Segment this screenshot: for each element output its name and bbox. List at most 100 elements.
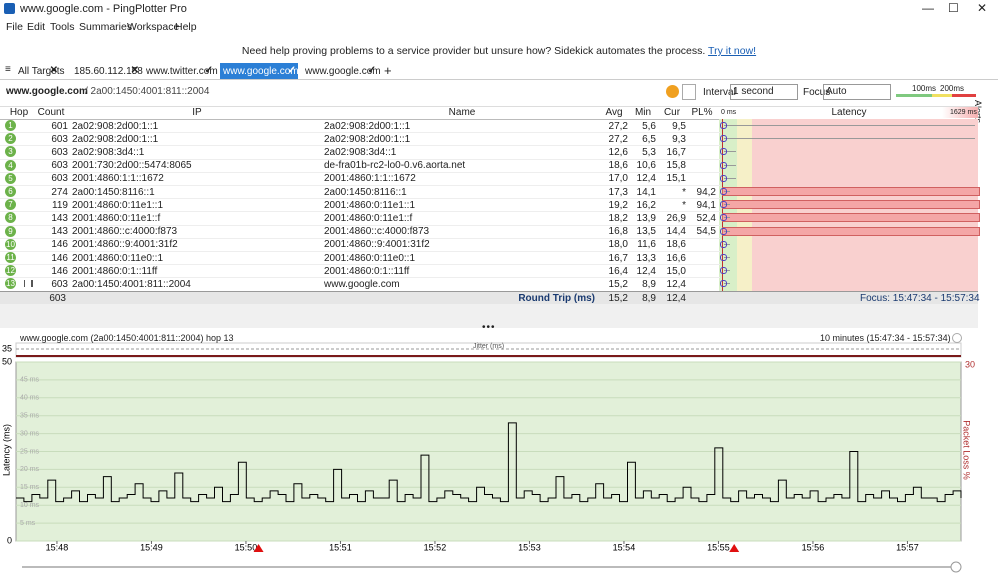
y-tick-label: 50 <box>2 356 12 366</box>
loss-bar <box>722 213 980 223</box>
latency-marker <box>720 188 727 195</box>
latency-marker <box>720 254 727 261</box>
cell-count: 146 <box>51 252 68 264</box>
cell-cur: 16,7 <box>666 146 686 158</box>
menu-item[interactable]: Summaries <box>79 21 133 33</box>
footer-count: 603 <box>49 293 66 304</box>
cell-count: 274 <box>51 186 68 198</box>
row-line <box>0 198 720 200</box>
focus-select[interactable]: Auto <box>823 84 891 100</box>
cell-ip: 2a00:1450:4001:811::2004 <box>72 278 191 290</box>
tab[interactable]: www.google.com ✓ <box>302 63 381 79</box>
x-tick-label: 15:51 <box>329 542 352 552</box>
range-button[interactable] <box>952 333 962 343</box>
column-header[interactable]: IP <box>192 107 202 118</box>
splitter[interactable]: ••• <box>482 322 496 333</box>
menu-item[interactable]: Tools <box>50 21 75 33</box>
cell-name: 2001:4860::c:4000:f873 <box>324 226 430 238</box>
row-line <box>0 185 720 186</box>
column-header[interactable]: Min <box>634 107 652 118</box>
add-tab[interactable]: + <box>384 63 392 78</box>
cell-avg: 18,0 <box>608 239 628 251</box>
y2-axis-title: Packet Loss % <box>962 420 972 480</box>
cell-min: 10,6 <box>636 160 656 172</box>
column-header[interactable]: Count <box>37 107 65 118</box>
tab-icon[interactable]: ✓ <box>204 65 213 76</box>
tab[interactable]: www.twitter.com ✓ <box>143 63 218 79</box>
cell-avg: 16,7 <box>608 252 628 264</box>
latency-marker <box>720 135 727 143</box>
pause-button[interactable] <box>666 85 679 98</box>
interval-select[interactable]: 1 second <box>730 84 798 100</box>
y-tick-label: 20 ms <box>20 466 40 473</box>
column-header[interactable]: Avg <box>605 107 623 118</box>
latency-whisker <box>724 283 730 285</box>
latency-whisker <box>724 191 730 192</box>
cell-count: 119 <box>52 199 68 211</box>
scrollbar-thumb[interactable] <box>950 561 962 573</box>
cell-avg: 16,4 <box>608 265 628 277</box>
latency-marker <box>720 161 727 169</box>
latency-whisker <box>724 257 730 258</box>
cell-min: 6,5 <box>642 133 656 145</box>
hop-badge: 1 <box>5 120 16 131</box>
column-header[interactable]: PL% <box>691 107 713 118</box>
cell-name: 2a02:908:2d00:1::1 <box>324 120 411 132</box>
dropdown-button[interactable] <box>682 84 696 100</box>
loss-marker <box>729 544 740 552</box>
tab[interactable]: 185.60.112.158 ✕ <box>71 63 143 79</box>
x-tick-label: 15:55 <box>707 542 730 552</box>
tab-icon[interactable]: ✕ <box>130 65 139 76</box>
hop-badge: 9 <box>5 225 16 237</box>
latency-whisker <box>724 125 975 126</box>
menu-item[interactable]: Workspace <box>127 21 180 33</box>
menu-item[interactable]: Help <box>175 21 197 33</box>
hop-badge: 11 <box>5 252 16 263</box>
x-tick-label: 15:52 <box>424 542 447 552</box>
menu-item[interactable]: Edit <box>27 21 46 33</box>
row-line <box>0 277 720 279</box>
legend-label: 200ms <box>940 84 965 93</box>
x-tick-label: 15:57 <box>896 542 919 552</box>
cell-ip: 2a00:1450:8116::1 <box>72 186 155 198</box>
column-header[interactable]: Hop <box>9 107 29 118</box>
hop-badge: 4 <box>5 159 16 171</box>
column-header[interactable]: Latency <box>831 107 867 118</box>
latency-min: 0 ms <box>721 109 737 116</box>
column-header[interactable]: Cur <box>663 107 681 118</box>
tab-icon[interactable]: ✓ <box>367 65 376 76</box>
cell-avg: 17,0 <box>608 173 628 185</box>
cell-name: www.google.com <box>324 278 400 290</box>
window-control[interactable]: ☐ <box>948 1 959 15</box>
tab-icon[interactable]: ✓ <box>287 65 296 76</box>
cell-cur: 12,4 <box>666 278 686 290</box>
window-control[interactable]: ✕ <box>977 1 988 15</box>
row-line <box>0 251 720 252</box>
tab[interactable]: All Targets ✕ ≡ <box>4 63 65 79</box>
cell-cur: 9,3 <box>672 133 686 145</box>
tab-label: www.google.com <box>223 66 299 77</box>
cell-min: 12,4 <box>636 265 656 277</box>
cell-name: 2a02:908:2d00:1::1 <box>324 133 411 145</box>
banner-link[interactable]: Try it now! <box>708 45 757 57</box>
cell-avg: 12,6 <box>608 146 628 158</box>
tab-icon[interactable]: ✕ <box>49 65 58 76</box>
column-header[interactable]: Name <box>448 107 476 118</box>
cell-min: 13,9 <box>636 212 656 224</box>
cell-min: 16,2 <box>636 199 656 211</box>
menu-item[interactable]: File <box>6 21 23 33</box>
window-control[interactable]: — <box>922 1 934 15</box>
cell-min: 5,3 <box>642 146 656 158</box>
cell-cur: 16,6 <box>666 252 686 264</box>
row-line <box>0 224 720 226</box>
cell-min: 11,6 <box>637 239 656 251</box>
x-tick-label: 15:50 <box>235 542 258 552</box>
footer-cur: 12,4 <box>666 293 686 304</box>
cell-count: 603 <box>51 278 68 290</box>
cell-avg: 16,8 <box>608 226 628 238</box>
tab[interactable]: www.google.com ✓ <box>220 63 299 79</box>
cell-pl: 94,1 <box>696 199 716 211</box>
latency-whisker <box>724 270 730 272</box>
footer-focus: Focus: 15:47:34 - 15:57:34 <box>860 293 980 304</box>
